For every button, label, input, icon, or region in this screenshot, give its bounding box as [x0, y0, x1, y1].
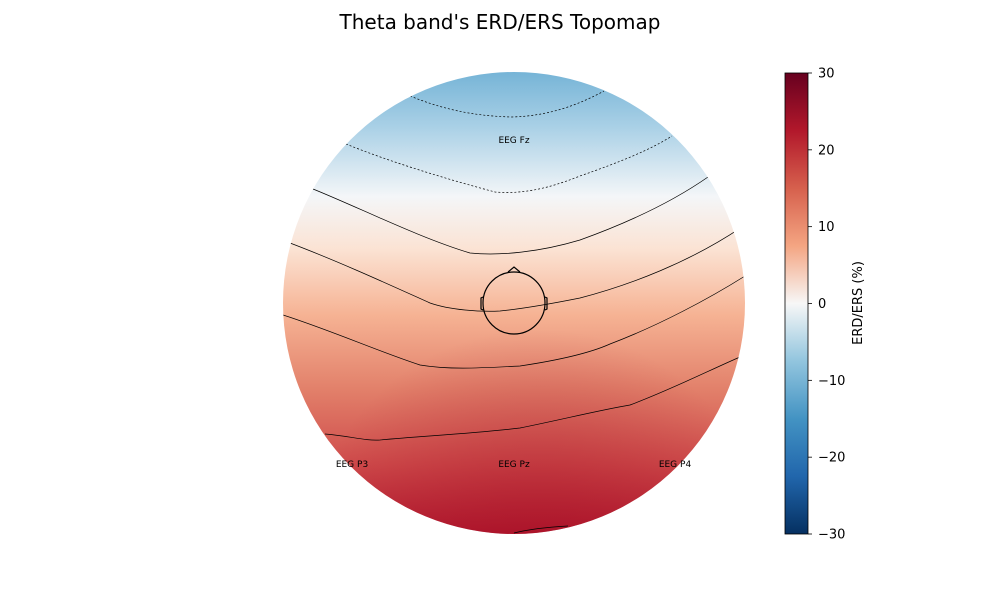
contour-line: [283, 275, 745, 369]
electrode-label: EEG Pz: [498, 460, 530, 470]
colorbar-label: ERD/ERS (%): [851, 261, 866, 345]
contour-line: [312, 176, 709, 255]
colorbar-tick-label: 30: [818, 67, 835, 82]
colorbar-tick-label: 10: [818, 220, 835, 235]
electrode-label: EEG P4: [659, 460, 692, 470]
colorbar-gradient: [784, 72, 809, 535]
electrode-label: EEG Fz: [498, 136, 529, 146]
colorbar-tick-label: −10: [818, 374, 845, 389]
electrode-label: EEG P3: [336, 460, 368, 470]
contour-line: [289, 226, 743, 312]
contour-line: [345, 135, 673, 193]
contour-line: [324, 356, 741, 441]
left-ear: [480, 296, 484, 311]
colorbar-tick-label: −30: [818, 528, 845, 543]
colorbar: 30 20 10 0 −10 −20 −30 ERD/ERS (%): [784, 67, 866, 543]
topomap-field: [283, 72, 745, 534]
colorbar-tick-label: 20: [818, 143, 835, 158]
contour-lines: [283, 90, 745, 534]
colorbar-tick-label: −20: [818, 451, 845, 466]
contour-line: [513, 525, 569, 534]
colorbar-tick-label: 0: [818, 297, 826, 312]
colorbar-ticks: 30 20 10 0 −10 −20 −30: [808, 67, 845, 543]
head-outline: [480, 266, 548, 335]
head-circle: [482, 271, 546, 335]
nose: [507, 266, 521, 273]
electrode-labels: EEG Fz EEG P3 EEG Pz EEG P4: [336, 136, 692, 470]
chart-title: Theta band's ERD/ERS Topomap: [339, 10, 661, 34]
right-ear: [544, 296, 548, 311]
contour-line: [409, 90, 605, 118]
